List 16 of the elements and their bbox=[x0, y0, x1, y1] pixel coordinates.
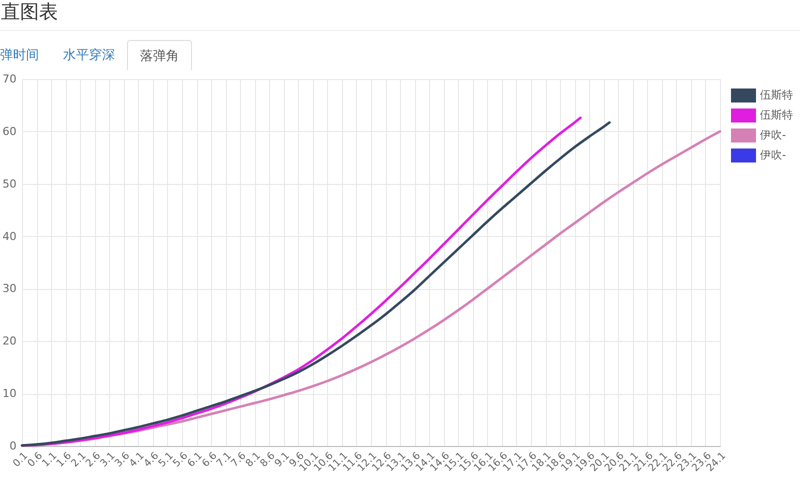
y-tick-label: 0 bbox=[10, 440, 16, 452]
y-tick-label: 30 bbox=[2, 282, 16, 296]
legend-label: 伊吹- bbox=[760, 128, 786, 142]
legend-label: 伊吹- bbox=[760, 148, 786, 162]
legend-label: 伍斯特 bbox=[760, 88, 793, 102]
y-tick-label: 20 bbox=[2, 334, 16, 348]
y-tick-label: 10 bbox=[2, 387, 16, 400]
y-tick-label: 40 bbox=[2, 230, 16, 243]
y-tick-label: 70 bbox=[2, 72, 16, 86]
y-tick-label: 60 bbox=[2, 124, 16, 138]
legend-label: 伍斯特 bbox=[760, 108, 793, 122]
text: 弹时间 bbox=[0, 47, 40, 65]
chart-title: 直图表 bbox=[1, 0, 58, 24]
text: 水平穿深 bbox=[62, 47, 116, 65]
y-tick-label: 50 bbox=[2, 177, 16, 190]
tab: 落弹角 bbox=[127, 40, 192, 73]
